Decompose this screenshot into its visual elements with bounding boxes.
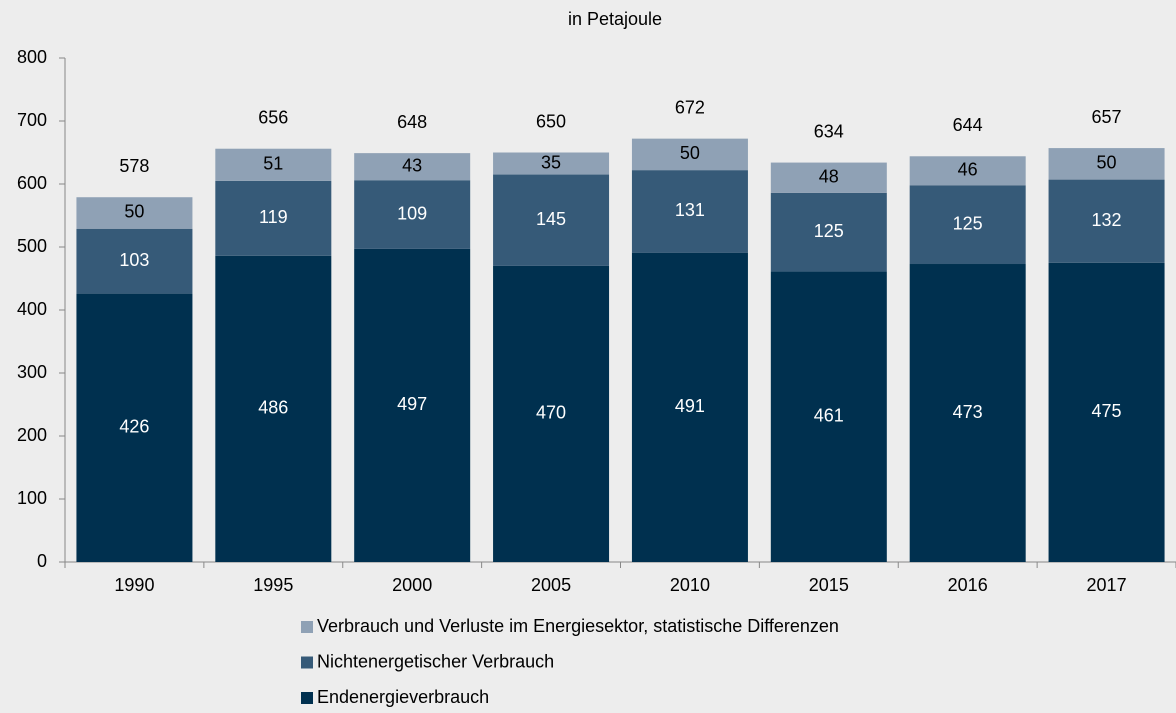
value-label: 125 <box>953 213 983 233</box>
value-label: 50 <box>124 202 144 222</box>
x-tick-label: 2005 <box>531 575 571 595</box>
bar-segment <box>631 138 748 171</box>
bar-segment <box>76 197 193 229</box>
total-label: 657 <box>1092 107 1122 127</box>
chart-title: in Petajoule <box>568 9 662 29</box>
value-label: 46 <box>958 160 978 180</box>
total-label: 634 <box>814 121 844 141</box>
legend-swatch <box>301 656 313 669</box>
x-tick-label: 1990 <box>114 575 154 595</box>
x-tick-label: 2000 <box>392 575 432 595</box>
value-label: 119 <box>259 207 288 227</box>
bar-segment <box>770 162 887 193</box>
value-label: 491 <box>675 396 705 416</box>
x-tick-label: 2016 <box>948 575 988 595</box>
y-tick-label: 200 <box>17 425 47 445</box>
y-tick-label: 0 <box>37 551 47 571</box>
bar-segment <box>1048 148 1165 180</box>
x-tick-label: 2015 <box>809 575 849 595</box>
bar-segment <box>909 156 1026 186</box>
legend-label: Endenergieverbrauch <box>317 687 489 707</box>
legend-label: Verbrauch und Verluste im Energiesektor,… <box>317 616 839 636</box>
value-label: 145 <box>536 209 566 229</box>
y-tick-label: 800 <box>17 47 47 67</box>
value-label: 125 <box>814 221 844 241</box>
x-tick-label: 1995 <box>253 575 293 595</box>
bar-segment <box>909 264 1026 562</box>
value-label: 103 <box>119 250 149 270</box>
bar-segment <box>215 255 332 562</box>
bar-segment <box>215 148 332 181</box>
bar-segment <box>631 170 748 253</box>
y-tick-label: 600 <box>17 173 47 193</box>
bar-segment <box>493 152 610 175</box>
y-tick-label: 700 <box>17 110 47 130</box>
bar-segment <box>76 293 193 562</box>
bar-segment <box>1048 262 1165 562</box>
y-tick-label: 400 <box>17 299 47 319</box>
bar-segment <box>770 271 887 562</box>
value-label: 51 <box>263 154 283 174</box>
y-tick-label: 500 <box>17 236 47 256</box>
legend-swatch <box>301 692 313 704</box>
x-tick-label: 2017 <box>1087 575 1127 595</box>
value-label: 486 <box>258 398 288 418</box>
value-label: 461 <box>814 406 844 426</box>
value-label: 50 <box>1097 153 1117 173</box>
value-label: 470 <box>536 403 566 423</box>
value-label: 475 <box>1092 401 1122 421</box>
x-tick-label: 2010 <box>670 575 710 595</box>
value-label: 35 <box>541 152 561 172</box>
value-label: 43 <box>402 155 422 175</box>
value-label: 426 <box>119 417 149 437</box>
legend-label: Nichtenergetischer Verbrauch <box>317 651 554 671</box>
value-label: 109 <box>397 203 427 223</box>
y-tick-label: 300 <box>17 362 47 382</box>
bar-segment <box>215 180 332 256</box>
bar-segment <box>354 248 471 562</box>
total-label: 644 <box>953 115 983 135</box>
bar-segment <box>493 174 610 266</box>
bar-segment <box>493 265 610 562</box>
bar-segment <box>631 252 748 563</box>
bar-segment <box>770 192 887 272</box>
total-label: 578 <box>119 156 149 176</box>
value-label: 473 <box>953 402 983 422</box>
value-label: 50 <box>680 143 700 163</box>
value-label: 497 <box>397 394 427 414</box>
bar-segment <box>354 153 471 181</box>
bar-segment <box>1048 179 1165 263</box>
value-label: 48 <box>819 166 839 186</box>
bar-segment <box>76 228 193 294</box>
legend-swatch <box>301 621 313 633</box>
bar-segment <box>354 180 471 249</box>
value-label: 132 <box>1092 210 1122 230</box>
y-tick-label: 100 <box>17 488 47 508</box>
value-label: 131 <box>675 200 705 220</box>
total-label: 648 <box>397 112 427 132</box>
total-label: 656 <box>258 107 288 127</box>
total-label: 672 <box>675 97 705 117</box>
bar-segment <box>909 185 1026 265</box>
total-label: 650 <box>536 111 566 131</box>
